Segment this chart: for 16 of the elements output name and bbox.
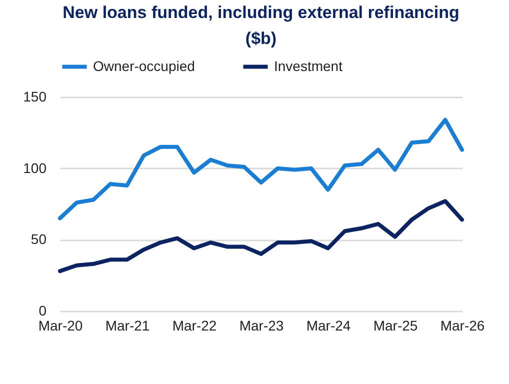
y-tick-label: 150 — [23, 88, 47, 104]
legend-label: Investment — [274, 58, 343, 74]
x-tick-label: Mar-25 — [373, 318, 418, 334]
x-tick-label: Mar-22 — [172, 318, 217, 334]
legend-label: Owner-occupied — [93, 58, 195, 74]
line-series — [58, 199, 464, 274]
line-series — [58, 118, 464, 220]
x-tick-label: Mar-24 — [306, 318, 351, 334]
x-tick-label: Mar-21 — [105, 318, 150, 334]
chart-title: New loans funded, including external refinancing ($b) — [62, 3, 460, 48]
x-tick-label: Mar-26 — [440, 318, 485, 334]
y-tick-label: 50 — [30, 231, 47, 248]
x-tick-label: Mar-20 — [38, 318, 83, 334]
y-tick-label: 0 — [38, 302, 47, 318]
x-tick-label: Mar-23 — [239, 318, 284, 334]
y-tick-label: 100 — [23, 160, 47, 176]
